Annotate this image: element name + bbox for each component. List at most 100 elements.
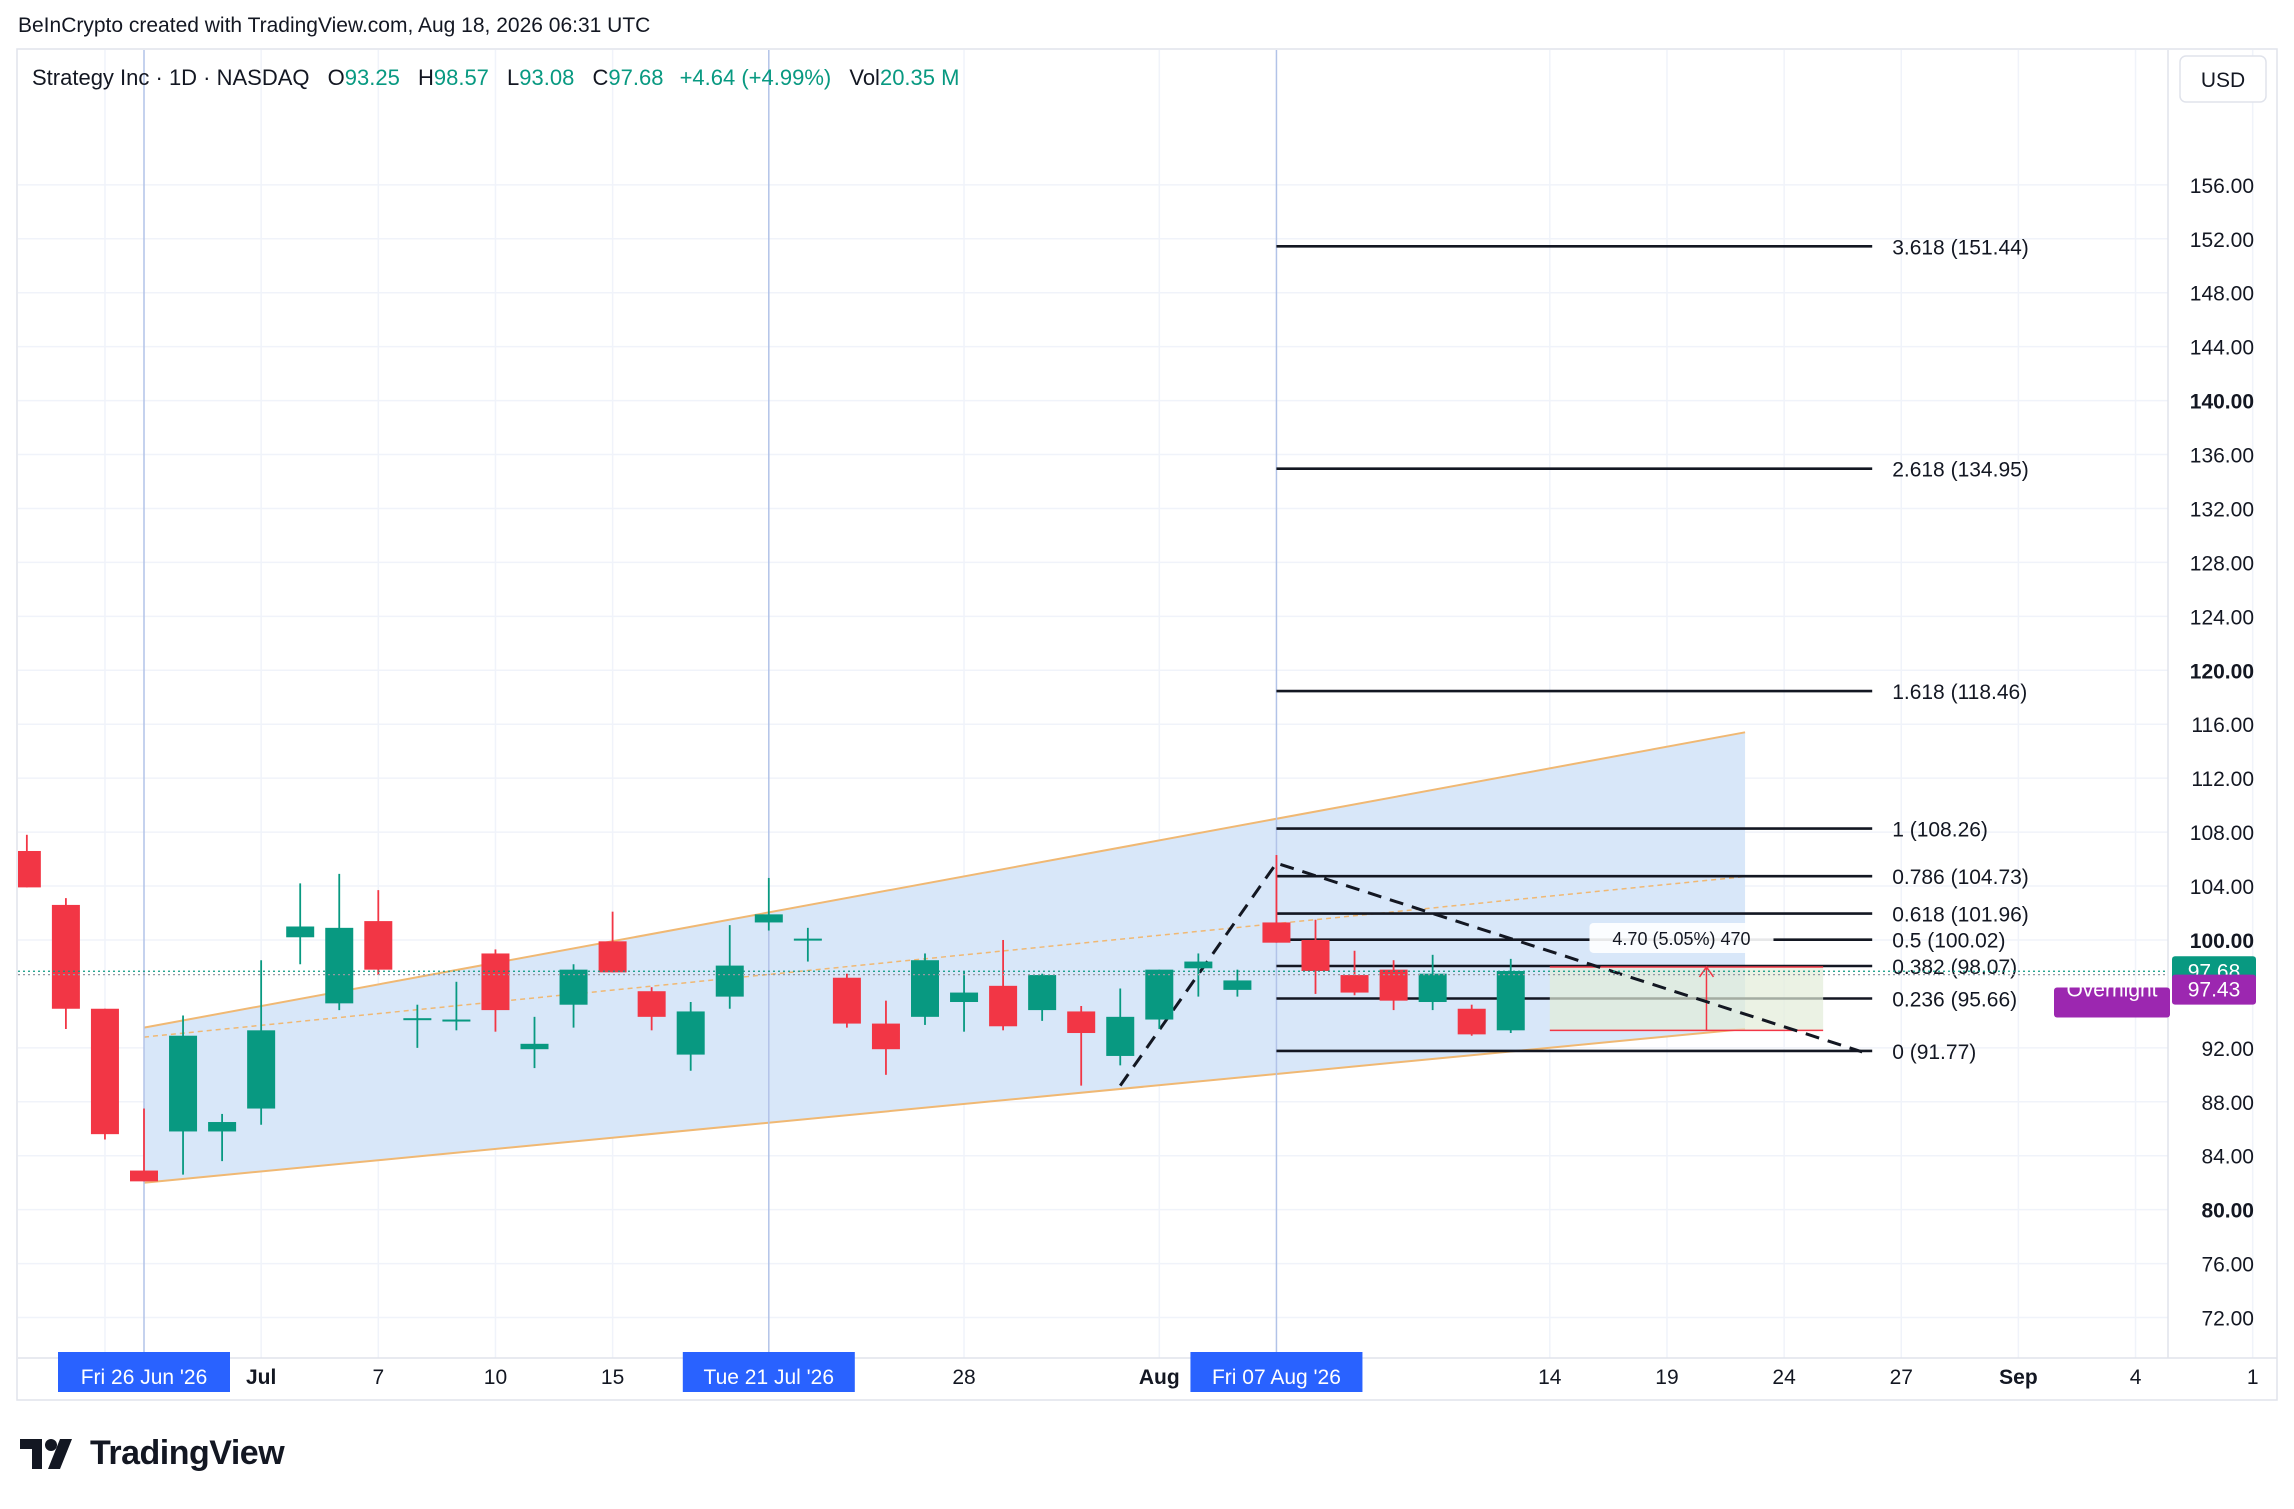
measure-fill <box>1549 966 1824 1031</box>
candle-body-18 <box>715 965 744 997</box>
fib-level-label-1: 2.618 (134.95) <box>1892 459 2029 482</box>
date-highlight-badge-2 <box>1190 1352 1363 1392</box>
channel-lower-line <box>143 1027 1746 1184</box>
price-tick-label-4: 140.00 <box>2190 391 2254 414</box>
plot-area[interactable]: 4.70 (5.05%) 470 3.618 (151.44) 2.618 (13… <box>13 50 2168 1358</box>
candle-body-11 <box>442 1019 471 1022</box>
time-tick-label-1: Jul <box>246 1366 276 1389</box>
tradingview-logo: TradingView <box>20 1434 285 1473</box>
currency-button[interactable]: USD <box>2179 55 2267 103</box>
legend-high-value: 98.57 <box>434 65 489 90</box>
candle-body-3 <box>130 1170 158 1182</box>
candle-body-5 <box>208 1122 237 1132</box>
price-tick-label-3: 144.00 <box>2190 337 2254 360</box>
price-tick-label-13: 104.00 <box>2190 876 2254 899</box>
price-tick-label-16: 88.00 <box>2201 1092 2254 1115</box>
legend-symbol: Strategy Inc · 1D · NASDAQ <box>32 65 310 90</box>
time-axis[interactable]: 23Jul7101528Aug14192427Sep41Fri 26 Jun '… <box>58 1352 2259 1392</box>
price-tick-label-12: 108.00 <box>2190 822 2254 845</box>
candle-body-26 <box>1028 975 1057 1011</box>
time-tick-label-8: 19 <box>1655 1366 1678 1389</box>
candle-body-12 <box>481 953 510 1011</box>
price-tick-label-2: 148.00 <box>2190 283 2254 306</box>
candle-body-23 <box>911 960 939 1017</box>
overnight-label-badge <box>2054 987 2170 1018</box>
time-tick-label-11: Sep <box>1999 1366 2038 1389</box>
price-tick-label-20: 72.00 <box>2201 1308 2254 1331</box>
legend-low-label: L <box>507 65 519 90</box>
candle-body-38 <box>1496 970 1525 1031</box>
date-highlight-badge-0 <box>58 1352 230 1392</box>
candle-body-14 <box>559 969 588 1005</box>
price-tick-label-1: 152.00 <box>2190 229 2254 252</box>
candle-body-27 <box>1067 1011 1096 1034</box>
candle-body-9 <box>364 921 393 970</box>
price-tick-label-18: 80.00 <box>2201 1200 2254 1223</box>
candle-body-8 <box>325 927 354 1004</box>
candle-body-13 <box>520 1043 549 1050</box>
time-tick-label-5: 28 <box>952 1366 975 1389</box>
fib-level-label-2: 1.618 (118.46) <box>1892 681 2027 704</box>
time-tick-label-4: 15 <box>601 1366 624 1389</box>
time-tick-label-12: 4 <box>2130 1366 2142 1389</box>
candle-body-16 <box>637 991 666 1017</box>
candle-body-2 <box>90 1008 119 1135</box>
tradingview-wordmark: TradingView <box>90 1434 285 1472</box>
candle-body-15 <box>598 941 627 973</box>
parallel-channel[interactable] <box>143 731 1746 1184</box>
measure-label-bg <box>1589 922 1774 953</box>
candle-body-31 <box>1223 980 1252 990</box>
time-tick-label-7: 14 <box>1538 1366 1562 1389</box>
candle-body-34 <box>1340 975 1369 993</box>
candle-body-32 <box>1262 922 1291 943</box>
time-tick-label-3: 10 <box>484 1366 507 1389</box>
price-range-measure[interactable]: 4.70 (5.05%) 470 <box>1549 922 1824 1032</box>
price-tick-label-0: 156.00 <box>2190 175 2254 198</box>
legend-high-label: H <box>418 65 434 90</box>
price-tick-label-15: 92.00 <box>2201 1038 2254 1061</box>
header-attribution: BeInCrypto created with TradingView.com,… <box>18 14 651 37</box>
legend-open-value: 93.25 <box>345 65 400 90</box>
fib-labels: 3.618 (151.44) 2.618 (134.95) 1.618 (118.4… <box>1892 236 2029 1064</box>
date-highlight-label-1: Tue 21 Jul '26 <box>704 1366 834 1389</box>
candle-body-29 <box>1145 969 1174 1020</box>
measure-label: 4.70 (5.05%) 470 <box>1612 929 1750 949</box>
legend-close-value: 97.68 <box>608 65 663 90</box>
measure-arrow-head <box>1698 965 1715 978</box>
channel-upper-line <box>143 731 1746 1029</box>
svg-text:Strategy Inc · 1D · NASDAQ: Strategy Inc · 1D · NASDAQ O93.25 H98.57… <box>32 65 959 90</box>
channel-mid-line <box>143 875 1746 1038</box>
overnight-price-value: 97.43 <box>2188 979 2241 1002</box>
tradingview-logo-icon <box>20 1438 72 1469</box>
candle-body-37 <box>1457 1008 1486 1035</box>
price-tick-label-11: 112.00 <box>2191 768 2254 791</box>
price-tick-label-6: 132.00 <box>2190 498 2254 521</box>
legend-open-label: O <box>328 65 345 90</box>
price-tick-label-17: 84.00 <box>2201 1146 2254 1169</box>
price-tick-label-9: 120.00 <box>2190 660 2254 683</box>
price-tick-label-7: 128.00 <box>2190 552 2254 575</box>
legend-vol-value: 20.35 M <box>880 65 960 90</box>
date-highlight-badge-1 <box>682 1352 855 1392</box>
fib-level-label-9: 0 (91.77) <box>1892 1041 1976 1064</box>
grid <box>18 50 2254 1358</box>
price-tick-label-19: 76.00 <box>2201 1254 2254 1277</box>
candle-body-7 <box>286 926 315 938</box>
price-axis[interactable]: 156.00 152.00 148.00 144.00 140.00 136.00 132.… <box>2190 175 2254 1331</box>
fib-level-label-3: 1 (108.26) <box>1892 819 1988 842</box>
price-badges: 97.68 Overnight 97.43 <box>2054 956 2256 1018</box>
candle-body-30 <box>1184 961 1213 969</box>
price-tick-label-10: 116.00 <box>2191 714 2254 737</box>
date-highlight-label-2: Fri 07 Aug '26 <box>1212 1366 1341 1389</box>
symbol-legend: Strategy Inc · 1D · NASDAQ O93.25 H98.57… <box>32 65 959 90</box>
price-tick-label-14: 100.00 <box>2190 930 2254 953</box>
candle-body-25 <box>989 985 1018 1027</box>
price-tick-label-5: 136.00 <box>2190 445 2254 468</box>
candle-body-0 <box>18 850 41 888</box>
legend-low-value: 93.08 <box>519 65 574 90</box>
currency-label: USD <box>2201 69 2245 92</box>
time-tick-label-2: 7 <box>372 1366 384 1389</box>
candles <box>18 834 1525 1182</box>
fib-level-label-7: 0.382 (98.07) <box>1892 956 2017 979</box>
